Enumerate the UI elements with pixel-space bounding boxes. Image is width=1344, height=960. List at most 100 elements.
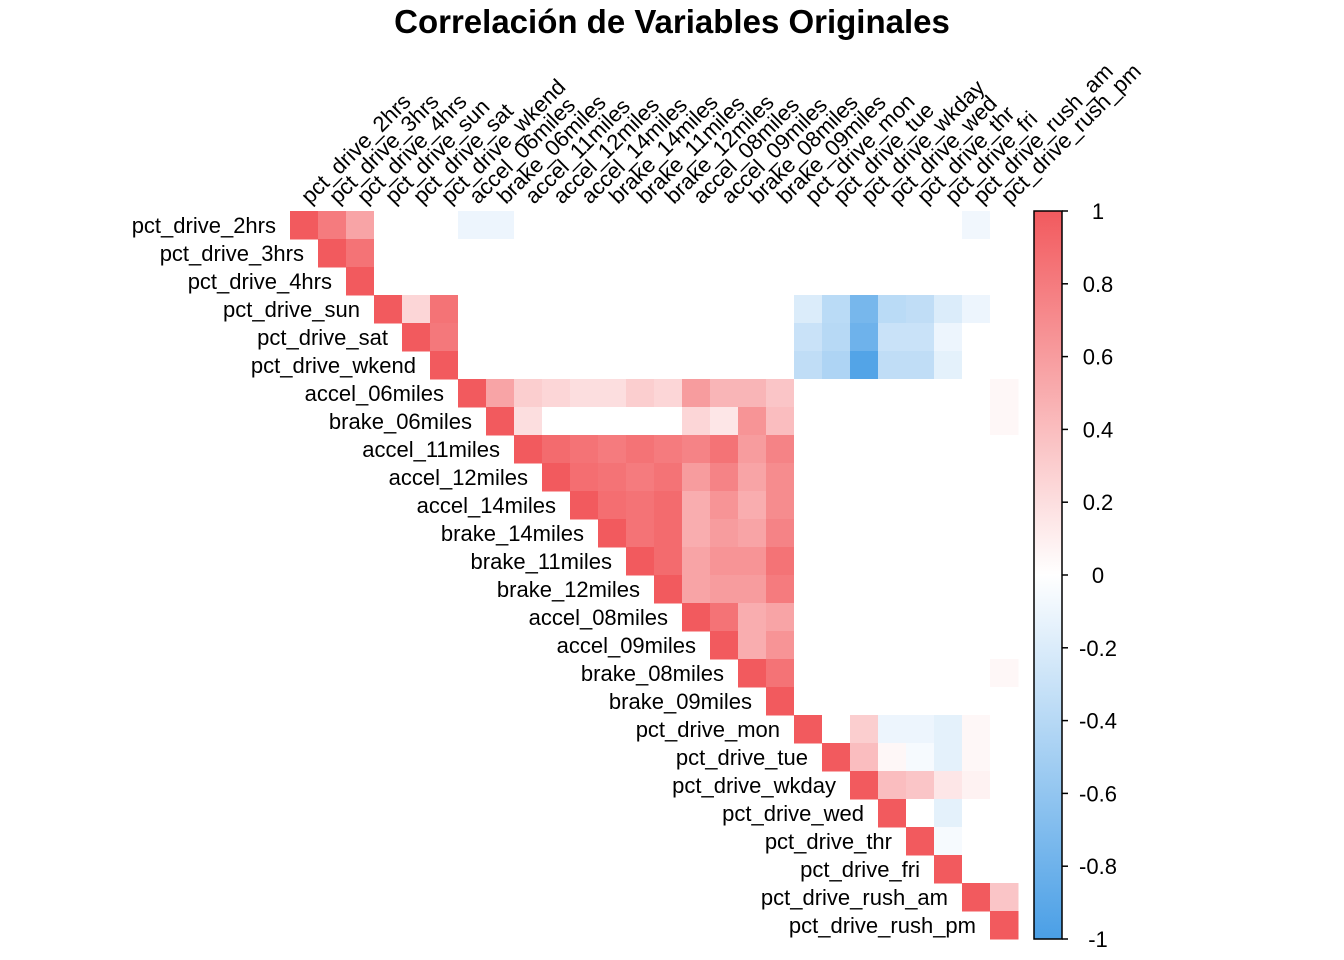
cell-pct_drive_wkend-pct_drive_rush_am (962, 351, 991, 380)
cell-pct_drive_3hrs-pct_drive_thr (906, 239, 935, 268)
cell-pct_drive_2hrs-pct_drive_thr (906, 211, 935, 240)
cell-pct_drive_tue-pct_drive_tue (822, 743, 851, 772)
cell-brake_11miles-accel_09miles (710, 547, 739, 576)
colorbar-tick-label: 0.4 (1083, 417, 1114, 442)
row-label-pct_drive_fri: pct_drive_fri (800, 857, 920, 882)
cell-accel_11miles-pct_drive_wed (878, 435, 907, 464)
cell-brake_12miles-pct_drive_mon (794, 575, 823, 604)
colorbar-tick-label: -0.6 (1079, 781, 1117, 806)
cell-pct_drive_sat-pct_drive_rush_pm (990, 323, 1019, 352)
cell-brake_06miles-accel_08miles (682, 407, 711, 436)
row-label-pct_drive_sun: pct_drive_sun (223, 297, 360, 322)
cell-pct_drive_sun-pct_drive_wkend (430, 295, 459, 324)
cell-pct_drive_2hrs-pct_drive_wkday (850, 211, 879, 240)
cell-brake_14miles-pct_drive_fri (934, 519, 963, 548)
row-label-accel_09miles: accel_09miles (557, 633, 696, 658)
cell-accel_09miles-brake_09miles (766, 631, 795, 660)
cell-pct_drive_2hrs-accel_14miles (570, 211, 599, 240)
cell-accel_06miles-pct_drive_mon (794, 379, 823, 408)
cell-pct_drive_4hrs-pct_drive_thr (906, 267, 935, 296)
cell-brake_09miles-pct_drive_rush_pm (990, 687, 1019, 716)
column-labels: pct_drive_2hrspct_drive_3hrspct_drive_4h… (296, 59, 1146, 209)
cell-accel_09miles-pct_drive_tue (822, 631, 851, 660)
cell-pct_drive_2hrs-brake_12miles (654, 211, 683, 240)
cell-pct_drive_2hrs-brake_11miles (626, 211, 655, 240)
cell-accel_14miles-brake_08miles (738, 491, 767, 520)
cell-pct_drive_2hrs-accel_06miles (458, 211, 487, 240)
cell-brake_08miles-pct_drive_fri (934, 659, 963, 688)
cell-accel_12miles-pct_drive_rush_pm (990, 463, 1019, 492)
cell-accel_06miles-accel_06miles (458, 379, 487, 408)
cell-pct_drive_sun-brake_14miles (598, 295, 627, 324)
cell-brake_14miles-brake_09miles (766, 519, 795, 548)
cell-brake_12miles-pct_drive_rush_pm (990, 575, 1019, 604)
cell-accel_09miles-pct_drive_mon (794, 631, 823, 660)
cell-pct_drive_wkend-pct_drive_tue (822, 351, 851, 380)
cell-pct_drive_wkday-pct_drive_rush_pm (990, 771, 1019, 800)
cell-pct_drive_mon-pct_drive_wed (878, 715, 907, 744)
cell-pct_drive_3hrs-pct_drive_rush_am (962, 239, 991, 268)
cell-accel_12miles-accel_09miles (710, 463, 739, 492)
cell-pct_drive_2hrs-pct_drive_fri (934, 211, 963, 240)
cell-accel_12miles-pct_drive_wed (878, 463, 907, 492)
cell-brake_14miles-accel_09miles (710, 519, 739, 548)
cell-brake_09miles-pct_drive_mon (794, 687, 823, 716)
cell-pct_drive_2hrs-brake_06miles (486, 211, 515, 240)
row-label-pct_drive_mon: pct_drive_mon (636, 717, 780, 742)
cell-brake_11miles-pct_drive_wkday (850, 547, 879, 576)
cell-pct_drive_4hrs-pct_drive_wed (878, 267, 907, 296)
cell-pct_drive_3hrs-pct_drive_wed (878, 239, 907, 268)
cell-pct_drive_sun-pct_drive_mon (794, 295, 823, 324)
cell-pct_drive_rush_pm-pct_drive_rush_pm (990, 911, 1019, 940)
cell-pct_drive_3hrs-accel_09miles (710, 239, 739, 268)
cell-accel_12miles-brake_12miles (654, 463, 683, 492)
cell-pct_drive_sun-brake_06miles (486, 295, 515, 324)
colorbar-gradient (1033, 210, 1063, 940)
row-label-accel_11miles: accel_11miles (362, 437, 500, 462)
row-label-accel_08miles: accel_08miles (529, 605, 668, 630)
cell-pct_drive_4hrs-accel_12miles (542, 267, 571, 296)
cell-pct_drive_3hrs-brake_12miles (654, 239, 683, 268)
cell-pct_drive_4hrs-brake_08miles (738, 267, 767, 296)
cell-pct_drive_2hrs-pct_drive_wkend (430, 211, 459, 240)
row-label-pct_drive_sat: pct_drive_sat (257, 325, 388, 350)
cell-accel_06miles-brake_12miles (654, 379, 683, 408)
cell-brake_08miles-brake_08miles (738, 659, 767, 688)
cell-pct_drive_mon-pct_drive_mon (794, 715, 823, 744)
cell-accel_11miles-pct_drive_mon (794, 435, 823, 464)
cell-accel_11miles-brake_09miles (766, 435, 795, 464)
cell-brake_06miles-brake_08miles (738, 407, 767, 436)
cell-pct_drive_2hrs-accel_09miles (710, 211, 739, 240)
cell-pct_drive_tue-pct_drive_rush_pm (990, 743, 1019, 772)
cell-brake_12miles-accel_09miles (710, 575, 739, 604)
cell-pct_drive_tue-pct_drive_rush_am (962, 743, 991, 772)
colorbar-tick-label: 0 (1092, 563, 1104, 588)
cell-pct_drive_sun-accel_14miles (570, 295, 599, 324)
cell-accel_08miles-accel_09miles (710, 603, 739, 632)
colorbar-tick-label: 0.6 (1083, 345, 1114, 370)
cell-pct_drive_3hrs-brake_08miles (738, 239, 767, 268)
colorbar-tick-label: 0.8 (1083, 272, 1114, 297)
cell-brake_12miles-pct_drive_rush_am (962, 575, 991, 604)
cell-pct_drive_wkend-brake_14miles (598, 351, 627, 380)
cell-brake_12miles-brake_12miles (654, 575, 683, 604)
colorbar: 1 0.8 0.6 0.4 0.2 0 -0.2 -0.4 -0.6 -0.8 -1 (1033, 199, 1117, 952)
cell-pct_drive_3hrs-pct_drive_rush_pm (990, 239, 1019, 268)
cell-pct_drive_4hrs-pct_drive_rush_am (962, 267, 991, 296)
cell-accel_06miles-brake_11miles (626, 379, 655, 408)
cell-accel_06miles-brake_08miles (738, 379, 767, 408)
cell-brake_14miles-pct_drive_mon (794, 519, 823, 548)
cell-pct_drive_wkend-brake_09miles (766, 351, 795, 380)
colorbar-tick-label: 0.2 (1083, 490, 1114, 515)
cell-accel_11miles-pct_drive_rush_pm (990, 435, 1019, 464)
cell-accel_08miles-pct_drive_rush_am (962, 603, 991, 632)
cell-pct_drive_2hrs-pct_drive_4hrs (346, 211, 375, 240)
cell-brake_12miles-pct_drive_thr (906, 575, 935, 604)
cell-pct_drive_mon-pct_drive_fri (934, 715, 963, 744)
cell-accel_11miles-brake_08miles (738, 435, 767, 464)
cell-pct_drive_wkend-brake_06miles (486, 351, 515, 380)
cell-accel_08miles-pct_drive_mon (794, 603, 823, 632)
cell-pct_drive_sat-brake_12miles (654, 323, 683, 352)
row-label-accel_14miles: accel_14miles (417, 493, 556, 518)
cell-pct_drive_sat-accel_08miles (682, 323, 711, 352)
